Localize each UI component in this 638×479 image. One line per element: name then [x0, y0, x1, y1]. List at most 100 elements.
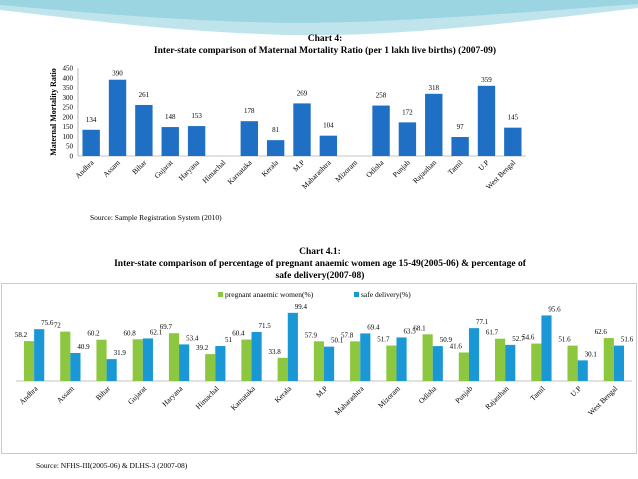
bar	[505, 344, 516, 381]
bar	[422, 334, 433, 381]
y-tick-label: 0	[70, 153, 74, 161]
data-label: 57.9	[305, 331, 318, 339]
bar	[398, 122, 417, 156]
bar	[187, 126, 206, 156]
data-label: 104	[323, 122, 334, 130]
x-tick-label: Andhra	[17, 384, 40, 407]
bar	[60, 331, 71, 381]
bar	[458, 352, 469, 381]
bar	[324, 346, 335, 381]
data-label: 258	[376, 92, 387, 100]
data-label: 134	[86, 116, 97, 124]
data-label: 53.4	[186, 334, 199, 342]
data-label: 75.6	[41, 319, 54, 327]
bar	[240, 121, 258, 156]
x-tick-label: M.P	[314, 384, 329, 399]
chart2-title-line2: Inter-state comparison of percentage of …	[114, 259, 526, 269]
data-label: 51.6	[621, 336, 634, 344]
data-label: 69.4	[367, 323, 380, 331]
chart1-source: Source: Sample Registration System (2010…	[90, 213, 222, 222]
data-label: 50.9	[440, 336, 453, 344]
x-tick-label: Andhra	[73, 158, 96, 181]
x-tick-label: Mizoram	[376, 384, 402, 410]
data-label: 77.1	[476, 318, 489, 326]
bar	[215, 346, 226, 381]
data-label: 60.8	[124, 329, 137, 337]
bar	[451, 137, 469, 156]
chart1-title-line1: Chart 4:	[307, 34, 343, 44]
bar	[142, 338, 153, 381]
bar	[504, 127, 522, 156]
x-tick-label: Kerala	[260, 158, 281, 179]
bar	[495, 338, 506, 381]
data-label: 359	[481, 76, 492, 84]
x-tick-label: Mizoram	[333, 158, 359, 184]
data-label: 52.7	[512, 335, 525, 343]
data-label: 178	[244, 107, 255, 115]
data-label: 40.9	[77, 343, 90, 351]
data-label: 261	[139, 91, 150, 99]
bar	[34, 329, 45, 381]
data-label: 153	[191, 112, 202, 120]
x-tick-label: West Bengal	[586, 384, 619, 417]
y-tick-label: 450	[63, 65, 74, 73]
bar	[613, 345, 625, 381]
data-label: 30.1	[585, 350, 598, 358]
data-label: 145	[508, 114, 519, 122]
bar	[132, 339, 143, 381]
data-label: 172	[402, 108, 413, 116]
x-tick-label: Haryana	[177, 158, 202, 183]
legend-label: safe delivery(%)	[361, 290, 411, 299]
x-tick-label: Himachal	[200, 158, 227, 185]
data-label: 97	[457, 123, 465, 131]
bar	[386, 345, 397, 381]
data-label: 95.6	[548, 305, 561, 313]
x-tick-label: Tamil	[528, 384, 547, 403]
bar	[161, 127, 179, 156]
y-tick-label: 100	[63, 133, 74, 141]
x-tick-label: Odisha	[364, 158, 386, 180]
data-label: 148	[165, 113, 176, 121]
bar	[425, 93, 443, 156]
x-tick-label: Gujarat	[152, 157, 175, 180]
data-label: 51.6	[558, 336, 571, 344]
bar	[432, 346, 443, 381]
bar	[350, 341, 361, 381]
bar	[70, 352, 81, 381]
bar	[277, 357, 288, 381]
x-tick-label: Rajasthan	[411, 158, 438, 185]
data-label: 318	[429, 84, 440, 92]
chart1-title-line2: Inter-state comparison of Maternal Morta…	[153, 46, 497, 56]
data-label: 62.6	[595, 328, 608, 336]
bar	[241, 339, 252, 381]
bar	[135, 104, 153, 156]
x-tick-label: Tamil	[446, 158, 465, 177]
data-label: 33.8	[268, 348, 281, 356]
data-label: 61.7	[486, 329, 499, 337]
x-tick-label: Kerala	[273, 384, 294, 405]
bar	[567, 345, 578, 381]
data-label: 57.8	[341, 331, 354, 339]
x-tick-label: Punjab	[453, 384, 474, 405]
data-label: 31.9	[114, 349, 127, 357]
bar	[23, 341, 35, 381]
bar	[531, 343, 542, 381]
bar	[577, 360, 588, 381]
chart1-title: Chart 4: Inter-state comparison of Mater…	[40, 33, 610, 57]
bar	[313, 341, 324, 381]
bar	[205, 354, 216, 381]
x-tick-label: Punjab	[391, 158, 412, 179]
data-label: 60.4	[232, 330, 245, 338]
x-tick-label: Maharashtra	[333, 384, 366, 417]
data-label: 54.6	[522, 334, 535, 342]
bar	[106, 359, 117, 381]
x-tick-label: Maharashtra	[300, 158, 333, 191]
chart2-title-line3: safe delivery(2007-08)	[275, 271, 365, 281]
y-axis-label: Maternal Mortality Ratio	[49, 68, 58, 156]
bar	[468, 328, 480, 381]
x-tick-label: U.P	[569, 384, 583, 398]
bar	[168, 333, 180, 381]
y-tick-label: 300	[63, 94, 74, 102]
